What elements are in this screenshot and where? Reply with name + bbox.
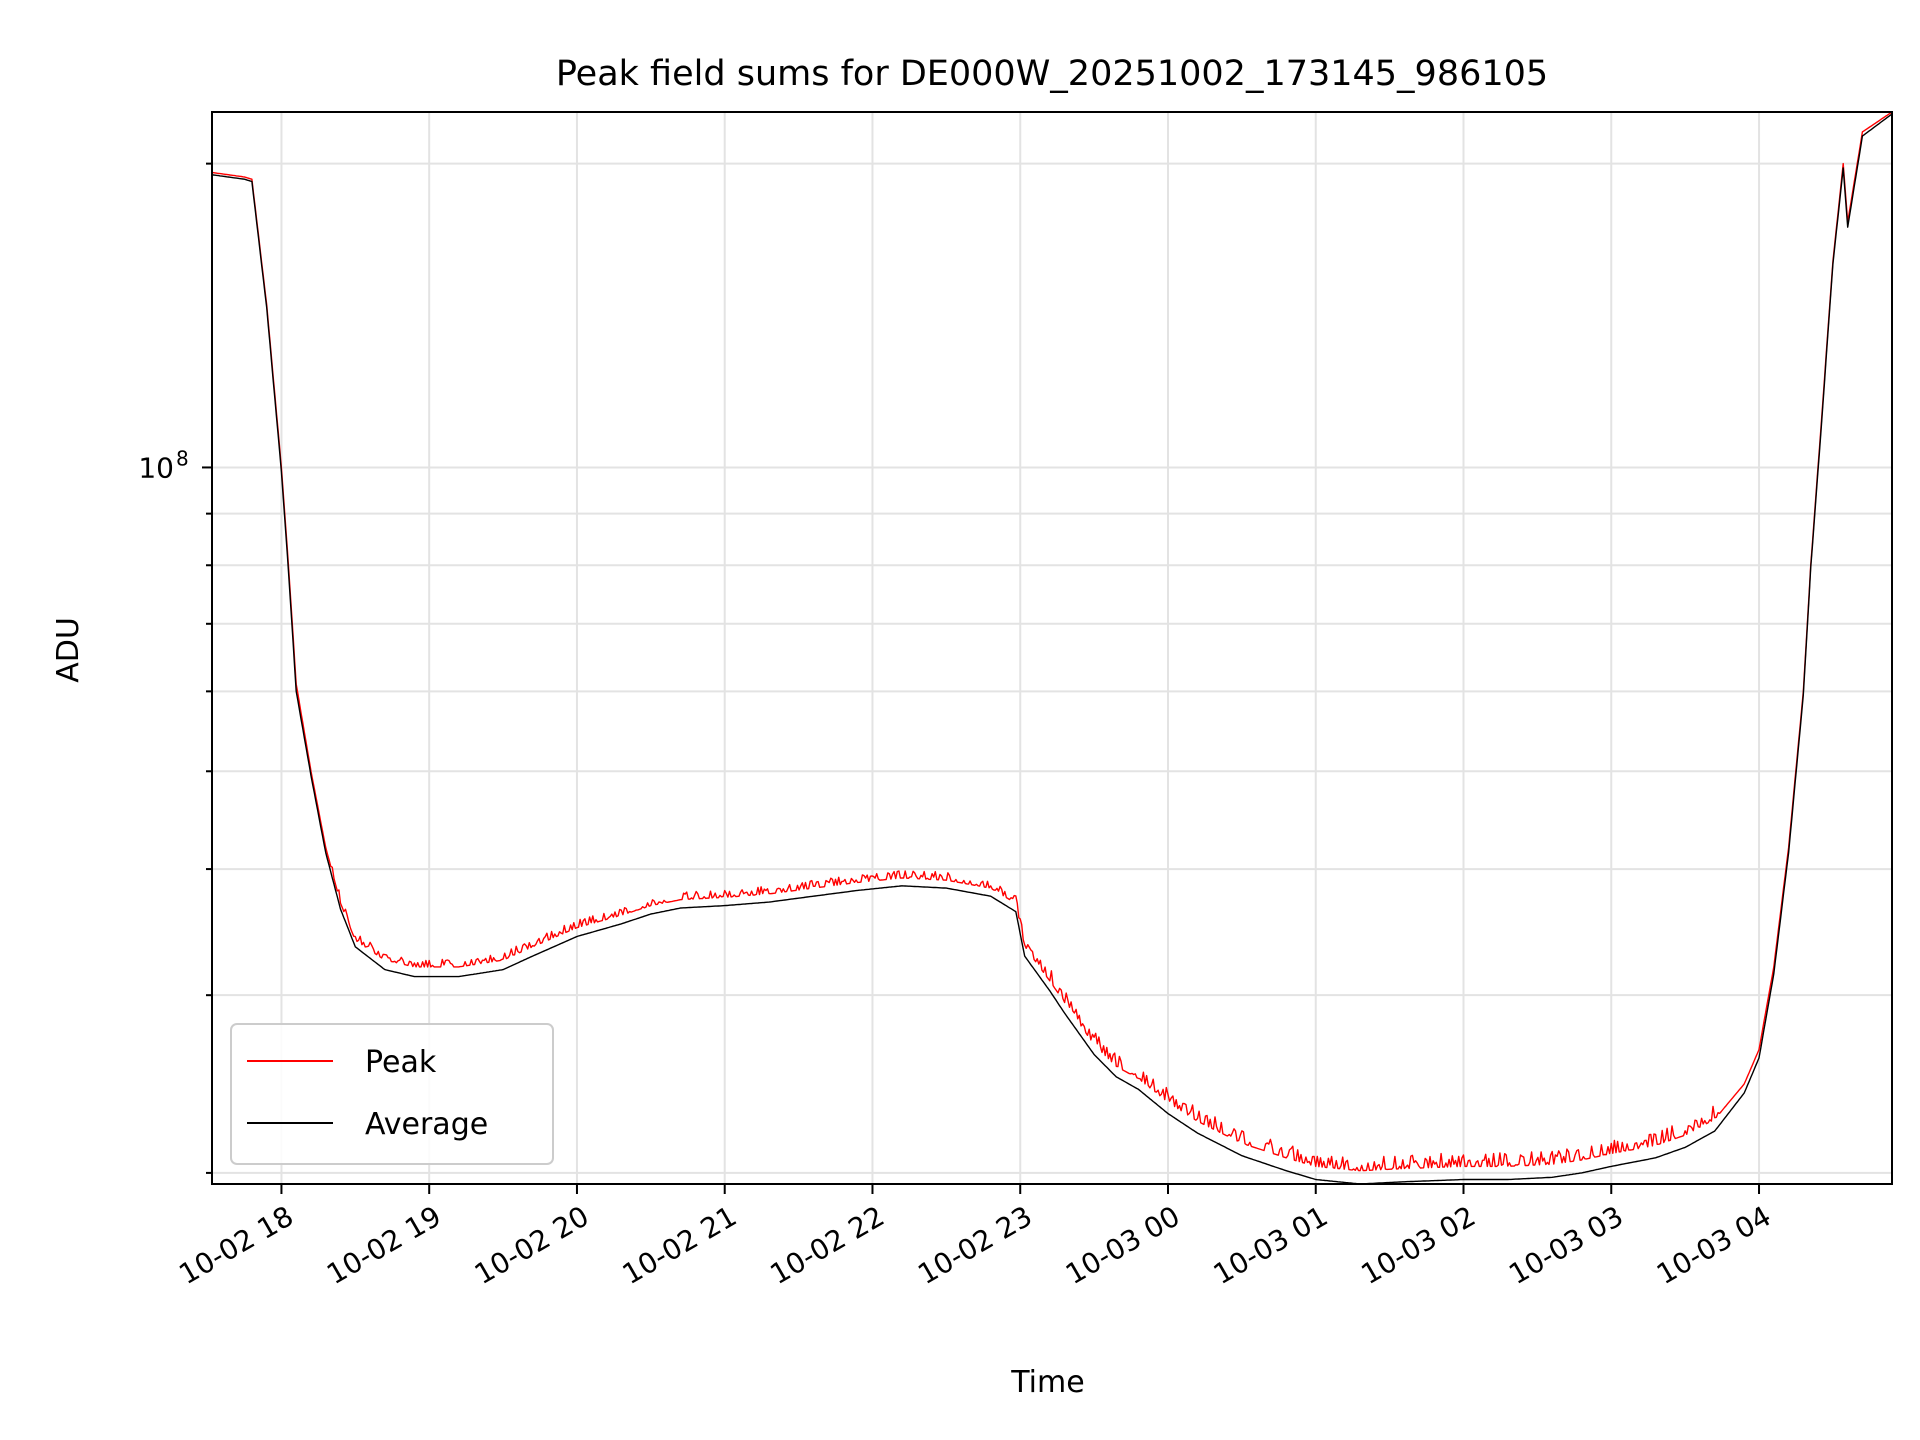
series-line-peak [211,111,1893,1172]
y-tick-label: 10 [138,451,174,484]
y-axis-label: ADU [51,617,86,683]
grid-lines [212,112,1892,1184]
legend: Peak Average [230,1023,554,1165]
series-line-average [211,113,1893,1185]
legend-label-average: Average [365,1107,488,1142]
y-tick-exponent: 8 [176,446,189,470]
plot-frame [211,111,1893,1185]
chart-title: Peak field sums for DE000W_20251002_1731… [556,54,1548,94]
legend-box [230,1023,554,1165]
x-axis-label: Time [1010,1365,1084,1400]
series-layer [211,111,1893,1185]
legend-label-peak: Peak [365,1045,437,1080]
